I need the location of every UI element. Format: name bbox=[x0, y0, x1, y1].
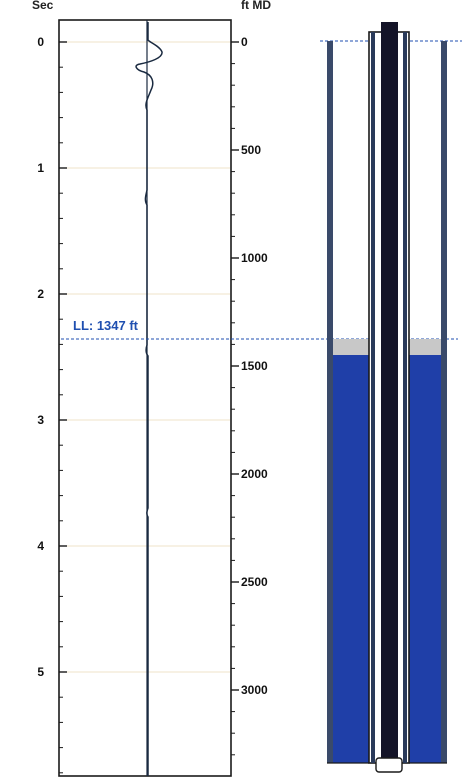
time-tick-label: 4 bbox=[37, 539, 44, 553]
trace-panel-frame bbox=[58, 19, 232, 777]
depth-tick-label: 0 bbox=[241, 35, 248, 49]
pump-body bbox=[375, 757, 403, 773]
depth-tick-label: 2000 bbox=[241, 467, 268, 481]
time-tick-label: 3 bbox=[37, 413, 44, 427]
depth-tick-label: 2500 bbox=[241, 575, 268, 589]
echo-trace-panel: 0 1 2 3 4 5 0 500 1000 1500 2000 2500 3000 bbox=[37, 19, 268, 777]
depth-axis-ticks: 0 500 1000 1500 2000 2500 3000 bbox=[231, 35, 268, 756]
tubing-left-edge bbox=[371, 32, 375, 763]
annulus-fluid-right bbox=[409, 355, 441, 763]
liquid-level-label: LL: 1347 ft bbox=[73, 318, 139, 333]
depth-tick-label: 1500 bbox=[241, 359, 268, 373]
time-tick-label: 0 bbox=[37, 35, 44, 49]
time-axis-ticks: 0 1 2 3 4 5 bbox=[37, 35, 67, 774]
time-axis-title: Sec bbox=[32, 0, 54, 12]
time-tick-label: 1 bbox=[37, 161, 44, 175]
tubing-right-edge bbox=[403, 32, 407, 763]
depth-tick-label: 3000 bbox=[241, 683, 268, 697]
depth-tick-label: 500 bbox=[241, 143, 261, 157]
time-tick-label: 2 bbox=[37, 287, 44, 301]
casing-wall-left bbox=[327, 41, 333, 763]
depth-axis-title: ft MD bbox=[241, 0, 271, 12]
depth-tick-label: 1000 bbox=[241, 251, 268, 265]
gas-cap-left bbox=[333, 339, 369, 355]
rod-string bbox=[381, 22, 398, 765]
casing-wall-right bbox=[441, 41, 447, 763]
annulus-fluid-left bbox=[333, 355, 369, 763]
time-tick-label: 5 bbox=[37, 665, 44, 679]
gas-cap-right bbox=[409, 339, 441, 355]
time-gridlines bbox=[61, 41, 230, 673]
wellbore-schematic bbox=[320, 22, 462, 773]
